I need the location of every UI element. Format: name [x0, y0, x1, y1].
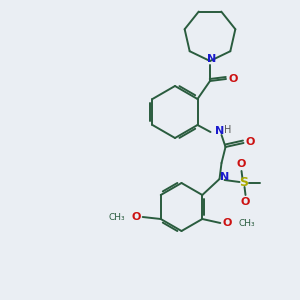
Text: N: N: [207, 54, 217, 64]
Text: CH₃: CH₃: [238, 218, 255, 227]
Text: O: O: [223, 218, 232, 228]
Text: S: S: [239, 176, 248, 190]
Text: O: O: [241, 197, 250, 207]
Text: CH₃: CH₃: [108, 212, 125, 221]
Text: O: O: [228, 74, 238, 84]
Text: N: N: [220, 172, 229, 182]
Text: H: H: [224, 125, 231, 135]
Text: O: O: [237, 159, 246, 169]
Text: O: O: [131, 212, 140, 222]
Text: N: N: [215, 126, 224, 136]
Text: O: O: [246, 137, 255, 147]
